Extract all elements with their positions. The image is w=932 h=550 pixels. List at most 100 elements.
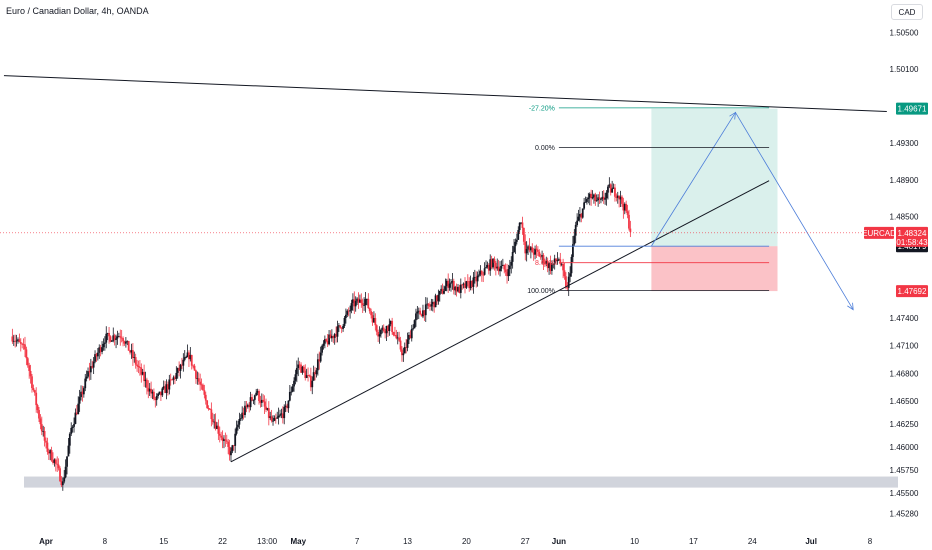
candle-body xyxy=(137,365,140,368)
candle-body xyxy=(413,320,416,329)
candle xyxy=(147,380,150,399)
price-tick-label: 1.47400 xyxy=(890,314,919,323)
candle-body xyxy=(475,276,478,282)
candle xyxy=(18,333,21,343)
candle xyxy=(511,245,514,269)
candle-body xyxy=(106,333,109,334)
candle xyxy=(406,332,409,352)
candle-body xyxy=(283,406,286,419)
candle-body xyxy=(53,459,56,463)
candle-body xyxy=(49,450,52,454)
candle xyxy=(150,381,153,399)
candle-body xyxy=(427,303,430,306)
candle-body xyxy=(476,275,479,282)
candle xyxy=(113,333,116,346)
candle xyxy=(436,295,438,306)
candle xyxy=(129,349,131,355)
candle-body xyxy=(217,425,220,434)
candle-body xyxy=(328,334,330,345)
candle-body xyxy=(63,477,66,482)
candle xyxy=(574,221,577,244)
candle-body xyxy=(420,314,423,317)
candle xyxy=(270,409,273,423)
candle-body xyxy=(150,388,153,394)
candle-body xyxy=(522,227,525,242)
currency-button[interactable]: CAD xyxy=(891,4,923,20)
candle xyxy=(611,180,614,193)
candle-body xyxy=(15,340,18,342)
candle xyxy=(520,222,522,225)
candle xyxy=(167,381,169,396)
candle xyxy=(555,258,557,266)
candle-body xyxy=(154,398,157,401)
candle xyxy=(349,305,351,319)
candle xyxy=(106,332,109,341)
candle xyxy=(140,363,143,383)
symbol-badge-bg xyxy=(864,226,894,239)
candle xyxy=(281,406,284,424)
candle xyxy=(199,373,202,391)
candle-body xyxy=(171,379,174,381)
candle-body xyxy=(172,377,175,380)
candle xyxy=(529,246,532,259)
candle-body xyxy=(308,375,311,376)
candle-body xyxy=(190,354,193,366)
candle xyxy=(499,261,501,277)
candle-body xyxy=(165,384,168,394)
candle xyxy=(49,449,52,461)
candle-body xyxy=(136,364,138,366)
candle xyxy=(42,425,45,437)
candle xyxy=(213,414,216,429)
candle-body xyxy=(32,388,35,391)
candle-body xyxy=(224,439,227,441)
candle xyxy=(206,399,209,409)
candle-body xyxy=(535,248,538,250)
candle-body xyxy=(314,372,316,375)
candle-body xyxy=(565,276,567,288)
candle xyxy=(427,303,430,309)
candle xyxy=(522,227,525,245)
candle xyxy=(169,373,172,386)
candle xyxy=(401,346,403,362)
candle-body xyxy=(309,375,312,388)
candle-body xyxy=(583,202,586,209)
candle-body xyxy=(70,427,73,434)
price-level-badge-bg xyxy=(896,285,928,298)
candle xyxy=(374,313,377,331)
candle-body xyxy=(524,241,527,254)
candle xyxy=(193,363,196,371)
candle xyxy=(225,434,228,445)
candle xyxy=(373,311,375,323)
candle xyxy=(221,430,224,449)
price-tick-label: 1.47100 xyxy=(890,342,919,351)
candle xyxy=(103,336,106,351)
candle xyxy=(248,402,251,413)
candle-body xyxy=(293,380,295,387)
candle-body xyxy=(46,442,49,452)
trend-lines-layer xyxy=(0,75,887,463)
candle-body xyxy=(563,270,566,277)
candle xyxy=(161,387,164,398)
candle xyxy=(197,372,200,385)
candle-body xyxy=(189,354,192,360)
candle xyxy=(563,263,566,280)
candle-body xyxy=(11,336,14,342)
candle xyxy=(46,437,49,455)
candle-body xyxy=(483,268,486,275)
candle-body xyxy=(81,391,84,395)
candle-body xyxy=(431,301,434,305)
candle-body xyxy=(557,259,560,261)
candle-body xyxy=(528,246,531,251)
candle xyxy=(515,233,518,245)
candle-body xyxy=(68,433,71,446)
price-tick-label: 1.50100 xyxy=(890,65,919,74)
candle xyxy=(286,403,288,412)
candle-body xyxy=(157,393,160,397)
candle xyxy=(359,294,361,303)
support-trendline xyxy=(230,180,770,463)
candle xyxy=(204,391,207,405)
candle-body xyxy=(24,344,26,350)
candle-body xyxy=(112,335,115,341)
